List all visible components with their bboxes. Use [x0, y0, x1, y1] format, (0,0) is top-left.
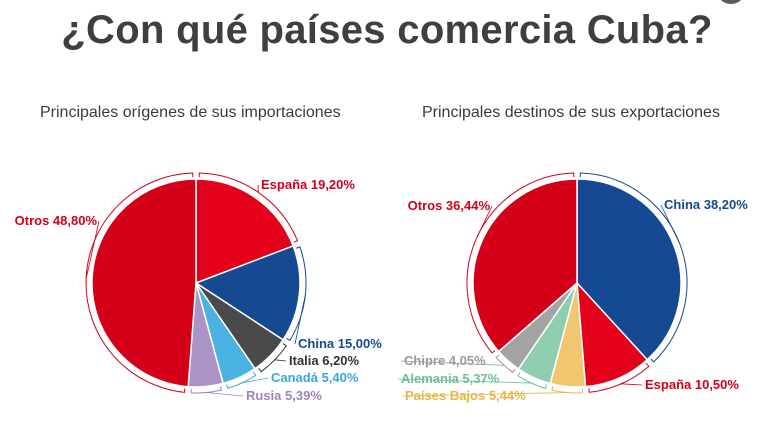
exports-slice-label: España 10,50%	[645, 377, 739, 392]
exports-leader-line	[397, 378, 532, 384]
exports-slice-china	[576, 178, 682, 361]
exports-slice-label: Alemania 5,37%	[401, 371, 500, 386]
imports-leader-line	[85, 220, 100, 279]
exports-slice-otros	[472, 178, 578, 353]
imports-leader-line	[274, 359, 287, 362]
exports-slice-label: Otros 36,44%	[408, 198, 491, 213]
exports-slice-espana	[576, 280, 649, 388]
imports-slice-label: Italia 6,20%	[289, 353, 360, 368]
imports-chart-title: Principales orígenes de sus importacione…	[40, 104, 341, 121]
imports-slice-espana	[195, 178, 295, 285]
exports-slice-label: Chipre 4,05%	[404, 353, 486, 368]
imports-slice-bracket	[286, 246, 307, 342]
exports-slice-bracket	[517, 372, 548, 390]
page-title: ¿Con qué países comercia Cuba?	[61, 8, 713, 52]
exports-leader-line	[400, 360, 505, 366]
exports-leader-line	[401, 392, 568, 397]
imports-slice-label: España 19,20%	[261, 177, 355, 192]
imports-leader-line	[294, 294, 306, 345]
exports-leader-line	[476, 205, 493, 238]
imports-slice-label: Canadá 5,40%	[271, 370, 359, 385]
imports-leader-line	[242, 377, 269, 384]
imports-slice-otros	[91, 178, 197, 388]
imports-slice-bracket	[198, 172, 299, 243]
exports-leader-line	[660, 204, 680, 244]
exports-slice-label: Países Bajos 5,44%	[405, 388, 526, 403]
exports-slice-label: China 38,20%	[664, 197, 748, 212]
exports-slice-bracket	[495, 354, 516, 374]
imports-slice-china	[194, 244, 301, 341]
exports-slice-bracket	[466, 172, 575, 354]
imports-slice-label: Rusia 5,39%	[246, 388, 322, 403]
corner-decoration	[716, 0, 746, 4]
imports-leader-line	[206, 392, 244, 397]
imports-slice-bracket	[258, 343, 287, 373]
exports-leader-line	[620, 383, 643, 386]
exports-chart-title: Principales destinos de sus exportacione…	[422, 104, 720, 121]
imports-slice-label: Otros 48,80%	[15, 213, 98, 228]
exports-pie-chart: China 38,20% España 10,50% Países Bajos 5,…	[397, 172, 748, 403]
imports-pie-chart: España 19,20% China 15,00% Italia 6,20% Can…	[15, 172, 382, 403]
imports-slice-label: China 15,00%	[298, 336, 382, 351]
